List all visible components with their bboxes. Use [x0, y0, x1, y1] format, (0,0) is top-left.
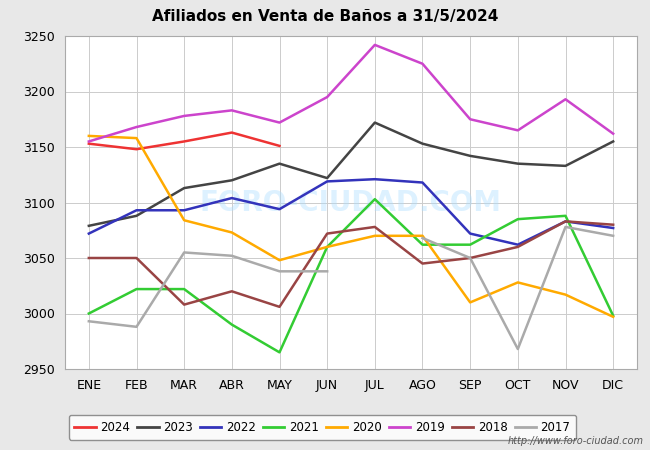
Text: http://www.foro-ciudad.com: http://www.foro-ciudad.com — [508, 436, 644, 446]
Text: Afiliados en Venta de Baños a 31/5/2024: Afiliados en Venta de Baños a 31/5/2024 — [152, 9, 498, 24]
Legend: 2024, 2023, 2022, 2021, 2020, 2019, 2018, 2017: 2024, 2023, 2022, 2021, 2020, 2019, 2018… — [68, 415, 577, 440]
Text: FORO-CIUDAD.COM: FORO-CIUDAD.COM — [200, 189, 502, 216]
